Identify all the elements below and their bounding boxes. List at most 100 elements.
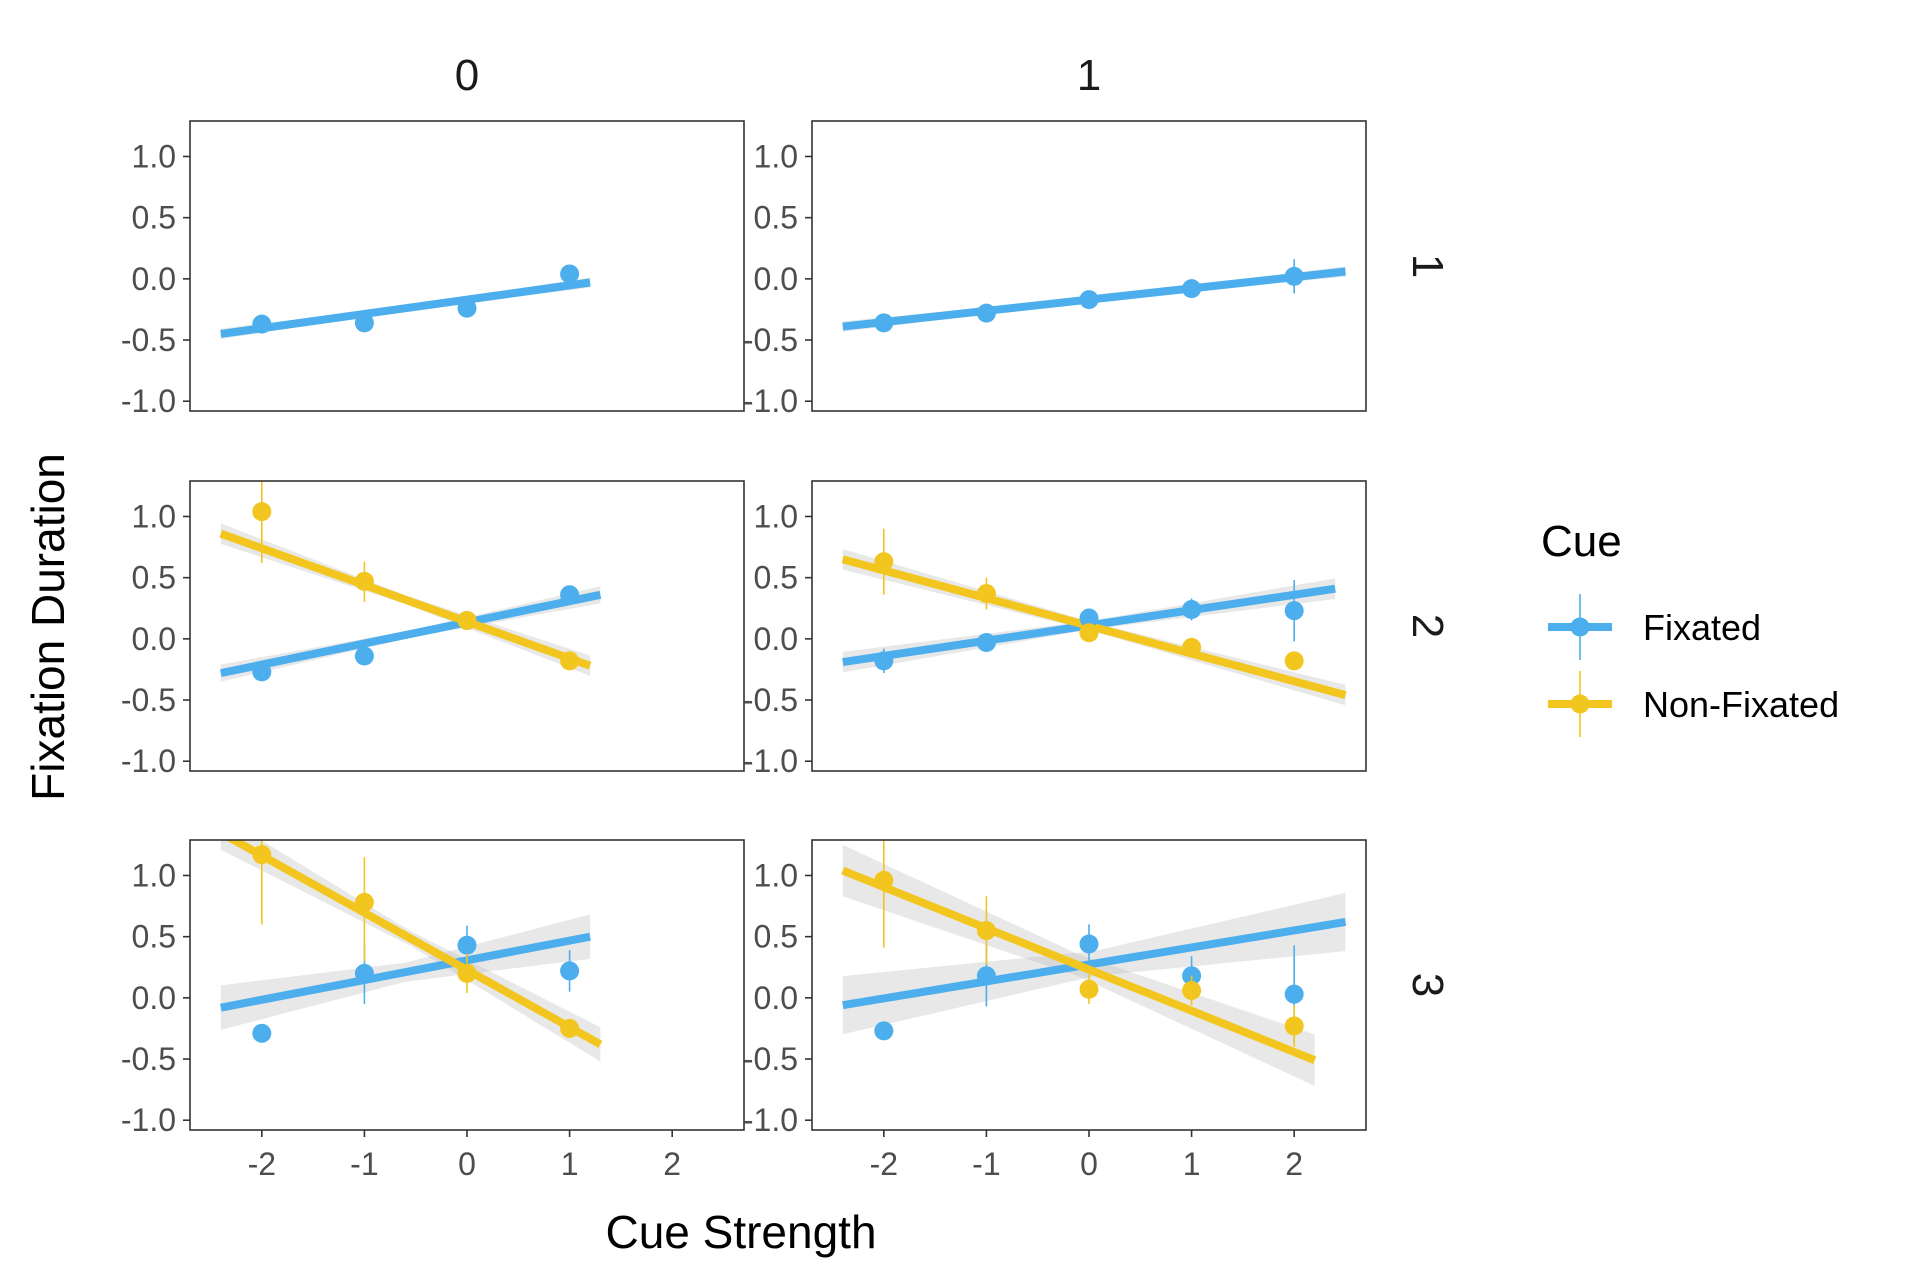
y-tick-label: 1.0 [132, 138, 176, 174]
panel-border [189, 120, 745, 412]
x-tick-label: -1 [350, 1146, 378, 1182]
data-point [457, 963, 477, 983]
facet-row-label: 2 [1403, 614, 1452, 638]
y-tick-label: 0.5 [754, 919, 798, 955]
facet-panel: 1.0 0.5 0.0 -0.5 -1.0 [121, 120, 745, 419]
legend-entry-non-fixated: Non-Fixated [1548, 671, 1839, 737]
panel-border [189, 480, 745, 772]
panel-plot-area [841, 840, 1347, 1086]
y-tick-label: -1.0 [121, 1102, 176, 1138]
x-tick-label: 2 [663, 1146, 681, 1182]
panel-plot-area [220, 840, 603, 1062]
data-point [1079, 979, 1099, 999]
data-point [1079, 608, 1099, 628]
y-tick-label: 0.0 [132, 261, 176, 297]
legend-label: Non-Fixated [1643, 684, 1839, 725]
data-point [1284, 601, 1304, 621]
y-tick-label: 1.0 [132, 857, 176, 893]
x-tick-label: 2 [1285, 1146, 1303, 1182]
confidence-band-non-fixated [220, 840, 601, 1062]
x-tick-label: -1 [972, 1146, 1000, 1182]
data-point [1182, 599, 1202, 619]
data-point [354, 313, 374, 333]
y-tick-label: 0.5 [132, 560, 176, 596]
y-tick-label: 0.5 [132, 200, 176, 236]
x-tick-label: -2 [870, 1146, 898, 1182]
legend: Cue Fixated Non-Fixated [1541, 517, 1839, 737]
y-tick-label: -1.0 [743, 1102, 798, 1138]
facet-panel: 1.0 0.5 0.0 -0.5 -1.0 [121, 480, 745, 779]
data-point [976, 633, 996, 653]
facet-panel: 1.0 0.5 0.0 -0.5 -1.0 [743, 120, 1367, 419]
facet-panel: 1.0 0.5 0.0 -0.5 -1.0 -2 -1 0 1 2 [121, 839, 745, 1182]
x-tick-label: 0 [458, 1146, 476, 1182]
x-axis-title: Cue Strength [605, 1206, 876, 1258]
data-point [1284, 651, 1304, 671]
data-point [874, 1021, 894, 1041]
data-point [457, 935, 477, 955]
data-point [457, 298, 477, 318]
legend-entry-fixated: Fixated [1548, 594, 1761, 660]
facet-column-label: 0 [455, 51, 479, 100]
data-point [560, 264, 580, 284]
data-point [560, 1018, 580, 1038]
data-point [252, 1023, 272, 1043]
y-tick-label: -0.5 [121, 682, 176, 718]
data-point [874, 313, 894, 333]
data-point [1182, 637, 1202, 657]
fit-line-non-fixated [219, 529, 592, 670]
y-axis-title: Fixation Duration [22, 453, 74, 801]
y-tick-label: 1.0 [754, 138, 798, 174]
y-tick-label: -1.0 [121, 743, 176, 779]
panel-plot-area [220, 264, 591, 340]
x-tick-label: 1 [561, 1146, 579, 1182]
data-point [560, 651, 580, 671]
data-point [976, 921, 996, 941]
data-point [354, 646, 374, 666]
y-tick-label: 0.0 [132, 621, 176, 657]
legend-title: Cue [1541, 517, 1622, 566]
y-tick-label: 0.0 [754, 621, 798, 657]
fit-line-fixated [219, 590, 602, 678]
facet-column-label: 1 [1077, 51, 1101, 100]
panel-plot-area [219, 481, 602, 682]
data-point [976, 303, 996, 323]
y-tick-label: -0.5 [743, 682, 798, 718]
panel-plot-area [842, 259, 1346, 333]
y-tick-label: -1.0 [743, 383, 798, 419]
data-point [560, 961, 580, 981]
facet-panel: 1.0 0.5 0.0 -0.5 -1.0 [743, 480, 1367, 779]
data-point [874, 870, 894, 890]
data-point [1284, 266, 1304, 286]
panel-border [811, 480, 1367, 772]
fit-line-fixated [842, 918, 1347, 1010]
legend-key-point [1570, 694, 1590, 714]
fit-line-fixated [220, 278, 591, 338]
y-tick-label: 0.5 [754, 560, 798, 596]
y-tick-label: -1.0 [743, 743, 798, 779]
y-tick-label: -1.0 [121, 383, 176, 419]
facets-layer: 0 11231.00.50.0-0.5-1.01.00.50.0-0.5-1.01… [121, 51, 1452, 1182]
y-tick-label: -0.5 [121, 322, 176, 358]
y-tick-label: 0.0 [754, 980, 798, 1016]
y-tick-label: 0.0 [754, 261, 798, 297]
y-tick-label: -0.5 [743, 322, 798, 358]
panel-plot-area [841, 528, 1347, 706]
x-tick-label: 1 [1183, 1146, 1201, 1182]
panel-border [811, 120, 1367, 412]
y-tick-label: 1.0 [754, 498, 798, 534]
data-point [1182, 981, 1202, 1001]
fit-line-non-fixated [225, 840, 603, 1048]
data-point [976, 966, 996, 986]
data-point [874, 552, 894, 572]
data-point [252, 314, 272, 334]
data-point [252, 662, 272, 682]
data-point [1284, 1016, 1304, 1036]
y-tick-label: 0.5 [754, 200, 798, 236]
y-tick-label: -0.5 [743, 1041, 798, 1077]
data-point [252, 502, 272, 522]
data-point [560, 585, 580, 605]
data-point [252, 845, 272, 865]
data-point [1284, 984, 1304, 1004]
